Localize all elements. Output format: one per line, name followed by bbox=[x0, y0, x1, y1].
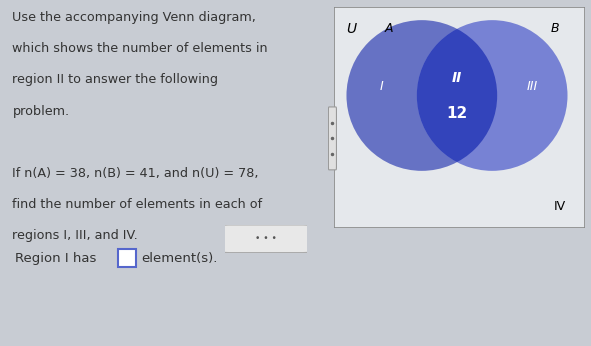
Ellipse shape bbox=[417, 20, 567, 171]
Text: A: A bbox=[385, 22, 394, 35]
Text: region II to answer the following: region II to answer the following bbox=[12, 73, 219, 86]
Text: IV: IV bbox=[554, 200, 566, 213]
Text: regions I, III, and IV.: regions I, III, and IV. bbox=[12, 229, 138, 242]
Text: • • •: • • • bbox=[255, 234, 277, 243]
Text: problem.: problem. bbox=[12, 104, 70, 118]
Text: U: U bbox=[346, 22, 356, 36]
FancyBboxPatch shape bbox=[220, 225, 311, 253]
Text: I: I bbox=[380, 80, 384, 93]
Ellipse shape bbox=[417, 20, 567, 171]
Text: If n(A) = 38, n(B) = 41, and n(U) = 78,: If n(A) = 38, n(B) = 41, and n(U) = 78, bbox=[12, 167, 259, 180]
Ellipse shape bbox=[346, 20, 497, 171]
Text: 12: 12 bbox=[446, 106, 467, 121]
Text: II: II bbox=[452, 71, 462, 85]
Text: element(s).: element(s). bbox=[141, 252, 217, 265]
Text: Use the accompanying Venn diagram,: Use the accompanying Venn diagram, bbox=[12, 11, 256, 24]
Bar bbox=[118, 249, 136, 267]
Text: find the number of elements in each of: find the number of elements in each of bbox=[12, 198, 262, 211]
Text: III: III bbox=[527, 80, 538, 93]
Text: which shows the number of elements in: which shows the number of elements in bbox=[12, 42, 268, 55]
Text: B: B bbox=[551, 22, 559, 35]
Text: Region I has: Region I has bbox=[15, 252, 96, 265]
FancyBboxPatch shape bbox=[329, 107, 336, 170]
